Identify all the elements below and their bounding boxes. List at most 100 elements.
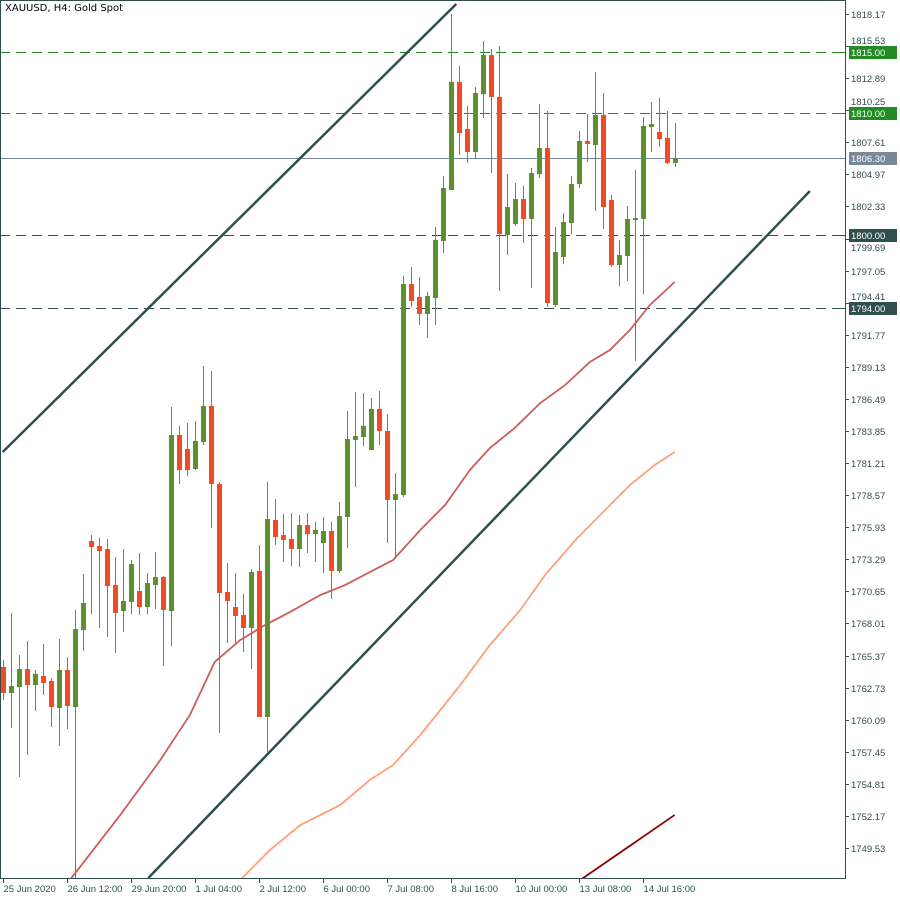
candle — [641, 117, 646, 295]
y-tick-label: 1752.17 — [851, 812, 885, 823]
candle — [113, 556, 118, 653]
candle — [121, 548, 126, 632]
candle-body — [313, 530, 318, 535]
candle-body — [281, 534, 286, 540]
candle — [481, 40, 486, 118]
candle — [1, 660, 6, 700]
candle-body — [49, 681, 54, 708]
candle — [441, 175, 446, 253]
candle-body — [41, 675, 46, 683]
candle — [497, 46, 502, 292]
candle-body — [121, 600, 126, 612]
candle-body — [633, 217, 638, 221]
candle-body — [673, 157, 678, 163]
candle — [201, 365, 206, 445]
candle-body — [585, 140, 590, 144]
candle-body — [529, 173, 534, 219]
x-tick-label: 14 Jul 16:00 — [644, 884, 696, 895]
candle-body — [545, 147, 550, 304]
price-label-text: 1794.00 — [851, 304, 885, 315]
candle-body — [113, 585, 118, 614]
x-tick-label: 1 Jul 04:00 — [196, 884, 242, 895]
candle — [177, 426, 182, 484]
candle — [305, 513, 310, 553]
y-tick-label: 1812.89 — [851, 74, 885, 85]
candle — [625, 205, 630, 282]
candle — [57, 639, 62, 747]
candle-body — [433, 239, 438, 299]
candle-body — [145, 582, 150, 608]
candle-body — [193, 440, 198, 470]
candle-body — [361, 426, 366, 438]
candle — [233, 573, 238, 644]
candle-body — [393, 494, 398, 500]
candle — [153, 552, 158, 609]
candle-body — [321, 530, 326, 544]
candle — [425, 291, 430, 339]
candle — [569, 175, 574, 235]
candle — [409, 266, 414, 308]
candle — [33, 669, 38, 712]
candle-body — [641, 126, 646, 219]
y-tick-label: 1804.97 — [851, 170, 885, 181]
candle — [617, 239, 622, 287]
candle — [249, 569, 254, 670]
candle-body — [465, 129, 470, 153]
candle — [209, 370, 214, 528]
price-label-text: 1800.00 — [851, 231, 885, 242]
moving-average-line — [240, 451, 676, 878]
candle-body — [561, 221, 566, 257]
candle — [673, 122, 678, 167]
price-label-box — [849, 46, 897, 59]
candle-body — [161, 577, 166, 610]
candle — [401, 275, 406, 497]
candle — [529, 168, 534, 288]
candle-body — [401, 283, 406, 496]
candle-body — [473, 92, 478, 153]
price-label-box — [849, 107, 897, 120]
candle — [577, 130, 582, 188]
candle — [145, 573, 150, 614]
candle-body — [177, 434, 182, 470]
candle-body — [537, 147, 542, 174]
candle-body — [97, 546, 102, 552]
candle — [225, 562, 230, 644]
candle-body — [257, 570, 262, 718]
candle-body — [129, 564, 134, 602]
candle — [449, 13, 454, 191]
candle — [609, 195, 614, 267]
candle-body — [305, 525, 310, 535]
candle-body — [273, 520, 278, 538]
candle — [377, 391, 382, 445]
candle — [385, 413, 390, 544]
candle — [257, 544, 262, 718]
y-tick-label: 1791.77 — [851, 331, 885, 342]
candle-body — [153, 577, 158, 586]
y-tick-label: 1818.17 — [851, 10, 885, 21]
candle — [345, 411, 350, 548]
candle-body — [265, 518, 270, 718]
candle-body — [1, 666, 6, 693]
y-tick-label: 1749.53 — [851, 844, 885, 855]
y-tick-label: 1786.49 — [851, 395, 885, 406]
candle-body — [25, 669, 30, 686]
y-tick-label: 1768.01 — [851, 619, 885, 630]
candle — [521, 186, 526, 244]
y-tick-label: 1807.61 — [851, 138, 885, 149]
chart-title: XAUUSD, H4: Gold Spot — [5, 3, 124, 14]
y-tick-label: 1799.69 — [851, 243, 885, 254]
candle — [321, 517, 326, 574]
candle-body — [609, 200, 614, 266]
candle — [601, 92, 606, 230]
candle — [185, 422, 190, 476]
candle-body — [625, 218, 630, 257]
candle-body — [65, 669, 70, 706]
y-tick-label: 1760.09 — [851, 716, 885, 727]
candle — [25, 640, 30, 756]
candle-body — [513, 199, 518, 225]
candle-body — [137, 591, 142, 608]
candle-body — [601, 114, 606, 208]
candle-body — [89, 540, 94, 548]
candle-body — [105, 548, 110, 587]
